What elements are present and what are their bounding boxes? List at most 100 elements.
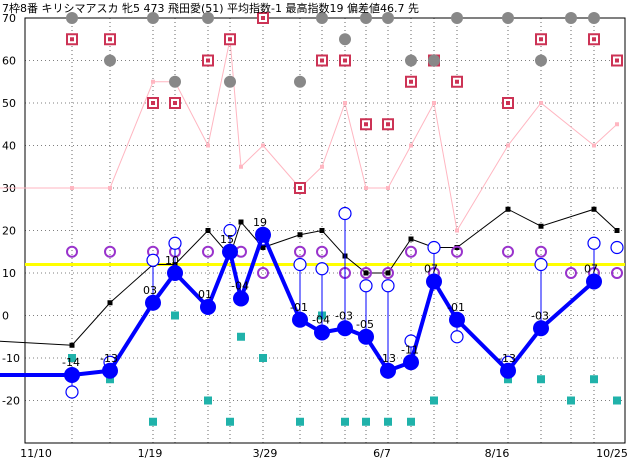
purple-circle bbox=[535, 245, 547, 258]
gray-circle bbox=[169, 75, 181, 88]
black-point bbox=[205, 228, 211, 233]
gray-circle bbox=[202, 12, 214, 24]
gray-circle bbox=[316, 12, 328, 24]
gray-circle bbox=[535, 54, 547, 67]
teal-square bbox=[407, 417, 415, 426]
red-square-inner bbox=[298, 186, 302, 190]
black-point bbox=[614, 228, 620, 233]
open-blue-circle bbox=[610, 240, 624, 255]
x-tick-label: 11/10 bbox=[20, 447, 52, 460]
main-data-label: -13 bbox=[378, 352, 396, 365]
main-data-label: 07 bbox=[584, 263, 598, 276]
main-data-label: -01 bbox=[290, 301, 308, 314]
teal-square bbox=[384, 417, 392, 426]
gray-circle bbox=[104, 54, 116, 67]
x-tick-label: 8/16 bbox=[485, 447, 510, 460]
purple-circle bbox=[104, 245, 116, 258]
red-square-inner bbox=[228, 37, 232, 42]
purple-circle bbox=[565, 267, 577, 279]
red-square-inner bbox=[320, 58, 324, 63]
black-point bbox=[505, 206, 511, 212]
main-data-label: -04 bbox=[312, 314, 330, 327]
teal-square bbox=[341, 417, 349, 426]
teal-square bbox=[68, 354, 76, 362]
main-point bbox=[292, 311, 308, 328]
main-point bbox=[222, 243, 238, 260]
teal-square bbox=[613, 396, 621, 405]
red-square-inner bbox=[343, 58, 347, 63]
teal-square bbox=[590, 375, 598, 384]
purple-circle bbox=[405, 245, 417, 258]
red-square-inner bbox=[151, 101, 155, 105]
teal-square bbox=[362, 417, 370, 426]
main-point bbox=[102, 362, 118, 379]
main-point bbox=[449, 311, 465, 328]
y-tick-label: 40 bbox=[2, 140, 16, 153]
y-tick-label: 10 bbox=[2, 267, 16, 280]
pink-point bbox=[206, 143, 210, 148]
main-data-label: -05 bbox=[356, 318, 374, 331]
pink-point bbox=[455, 228, 459, 233]
pink-point bbox=[409, 143, 413, 148]
red-square-inner bbox=[386, 122, 390, 127]
teal-square bbox=[171, 311, 179, 320]
gray-circle bbox=[147, 12, 159, 24]
open-blue-circle bbox=[315, 262, 329, 276]
main-point bbox=[500, 362, 516, 379]
gray-circle bbox=[565, 12, 577, 24]
red-square-inner bbox=[539, 37, 543, 42]
teal-square bbox=[430, 396, 438, 405]
open-blue-circle bbox=[587, 236, 601, 250]
main-point bbox=[358, 328, 374, 345]
black-point bbox=[319, 228, 325, 233]
pink-point bbox=[592, 143, 596, 148]
purple-circle bbox=[202, 245, 214, 258]
black-point bbox=[408, 236, 414, 242]
main-point bbox=[403, 354, 419, 371]
red-square-inner bbox=[206, 58, 210, 63]
open-blue-circle bbox=[146, 253, 160, 267]
teal-square bbox=[226, 417, 234, 426]
teal-square bbox=[504, 375, 512, 384]
y-tick-label: 50 bbox=[2, 97, 16, 110]
pink-point bbox=[343, 101, 347, 105]
x-tick-label: 3/29 bbox=[253, 447, 278, 460]
main-point bbox=[533, 320, 549, 337]
purple-circle bbox=[294, 245, 306, 258]
main-point bbox=[337, 320, 353, 337]
main-data-label: -03 bbox=[531, 309, 549, 322]
teal-square bbox=[106, 375, 114, 384]
main-data-label: 15 bbox=[220, 233, 234, 246]
pink-point bbox=[151, 79, 155, 84]
open-blue-circle bbox=[381, 279, 395, 293]
main-data-label: -13 bbox=[100, 352, 118, 365]
pink-point bbox=[239, 164, 243, 169]
black-point bbox=[107, 300, 113, 306]
red-square-inner bbox=[506, 101, 510, 105]
red-square-inner bbox=[173, 101, 177, 105]
red-square-inner bbox=[615, 58, 619, 63]
gray-circle bbox=[224, 75, 236, 88]
pink-point bbox=[539, 101, 543, 105]
red-square-inner bbox=[70, 37, 74, 42]
main-point bbox=[380, 362, 396, 379]
teal-square bbox=[296, 417, 304, 426]
main-point bbox=[255, 226, 271, 243]
main-data-label: 19 bbox=[253, 216, 267, 229]
purple-circle bbox=[382, 267, 394, 279]
main-point bbox=[64, 367, 80, 383]
purple-circle bbox=[451, 245, 463, 258]
main-point bbox=[145, 294, 161, 311]
black-point bbox=[591, 206, 597, 212]
main-data-label: 10 bbox=[165, 254, 179, 267]
pink-series-line bbox=[0, 39, 618, 232]
main-point bbox=[314, 324, 330, 341]
main-point bbox=[167, 265, 183, 281]
gray-circle bbox=[339, 33, 351, 46]
purple-circle bbox=[502, 245, 514, 258]
pink-point bbox=[386, 186, 390, 190]
main-data-label: -13 bbox=[498, 352, 516, 365]
main-data-label: -04 bbox=[231, 280, 249, 293]
